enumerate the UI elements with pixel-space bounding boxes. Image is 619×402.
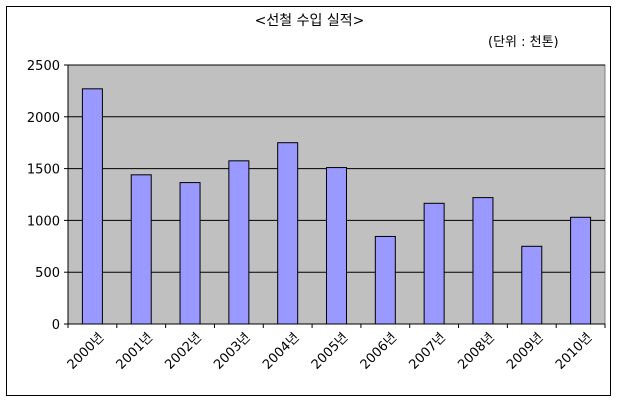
x-tick-label: 2006년	[358, 330, 400, 372]
x-tick-label: 2007년	[407, 330, 449, 372]
x-tick-label: 2008년	[455, 330, 497, 372]
x-tick-label: 2000년	[65, 330, 107, 372]
x-tick-label: 2010년	[553, 330, 595, 372]
y-tick-label: 2000	[27, 111, 60, 126]
x-tick-label: 2003년	[211, 330, 253, 372]
x-tick-label: 2002년	[162, 330, 204, 372]
bar-2006년	[374, 235, 396, 325]
y-tick-label: 2500	[27, 59, 60, 74]
bar-2010년	[570, 216, 592, 325]
bar-2005년	[326, 167, 347, 325]
chart-title: <선철 수입 실적>	[254, 13, 365, 29]
y-tick-label: 500	[35, 266, 60, 281]
bar-2000년	[81, 88, 103, 325]
x-tick-label: 2005년	[309, 330, 351, 372]
x-tick-label: 2001년	[114, 330, 156, 372]
y-tick-label: 1500	[27, 163, 60, 178]
x-axis: 2000년 2001년 2002년 2003년 2004년 2005년 2006년 2007년…	[65, 323, 606, 373]
bar-2003년	[228, 160, 250, 325]
x-tick-label: 2004년	[260, 330, 302, 372]
bar-2007년	[423, 202, 445, 325]
y-tick-label: 0	[52, 318, 60, 333]
bar-2002년	[179, 182, 201, 325]
unit-label: (단위 : 천톤)	[488, 35, 559, 50]
y-axis: 0 500 1000 1500 2000 2500	[27, 59, 69, 333]
bar-2009년	[521, 245, 543, 325]
bar-2008년	[472, 197, 494, 325]
bar-2004년	[277, 142, 299, 325]
x-tick-label: 2009년	[504, 330, 546, 372]
bar-2001년	[130, 174, 152, 325]
y-tick-label: 1000	[27, 214, 60, 229]
